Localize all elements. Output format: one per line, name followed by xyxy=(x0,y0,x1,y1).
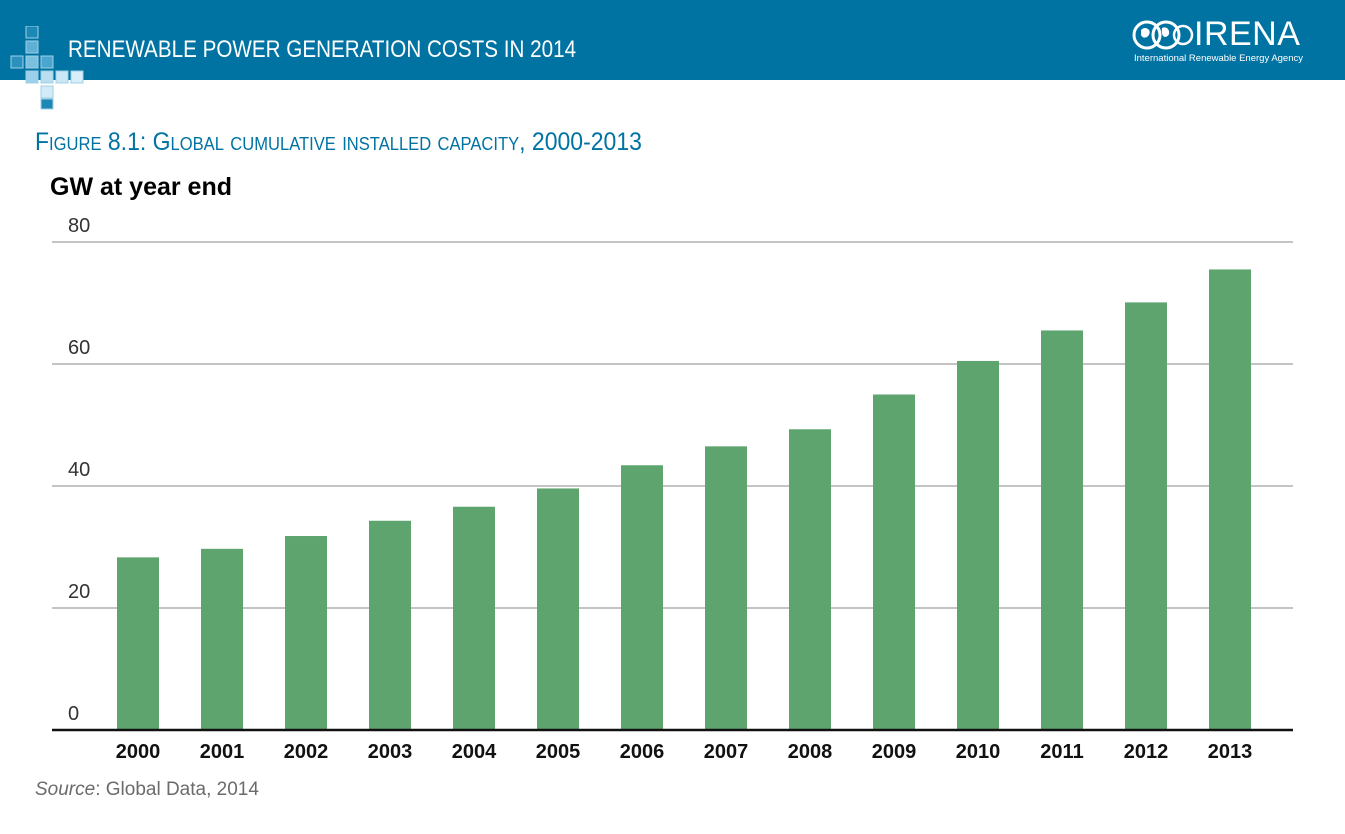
bar-2012 xyxy=(1125,302,1167,730)
figure-title: Figure 8.1: Global cumulative installed … xyxy=(35,128,642,156)
irena-logo: IRENA International Renewable Energy Age… xyxy=(1132,14,1317,68)
bar-2000 xyxy=(117,557,159,730)
y-axis-label: GW at year end xyxy=(50,173,232,201)
logo-name: IRENA xyxy=(1194,15,1301,53)
y-tick-label: 0 xyxy=(68,703,79,725)
x-tick-label: 2004 xyxy=(452,741,497,763)
x-tick-label: 2008 xyxy=(788,741,833,763)
x-tick-label: 2010 xyxy=(956,741,1001,763)
x-tick-label: 2000 xyxy=(116,741,161,763)
bar-2008 xyxy=(789,429,831,730)
x-tick-label: 2006 xyxy=(620,741,665,763)
decorative-squares-icon xyxy=(10,26,84,110)
y-tick-label: 40 xyxy=(68,459,90,481)
bar-2013 xyxy=(1209,269,1251,730)
x-tick-label: 2002 xyxy=(284,741,329,763)
report-title: RENEWABLE POWER GENERATION COSTS IN 2014 xyxy=(68,36,577,63)
y-tick-label: 20 xyxy=(68,581,90,603)
x-tick-label: 2005 xyxy=(536,741,581,763)
x-tick-label: 2011 xyxy=(1040,741,1083,763)
x-tick-label: 2001 xyxy=(200,741,245,763)
x-tick-label: 2012 xyxy=(1124,741,1169,763)
bar-2006 xyxy=(621,465,663,730)
y-tick-label: 60 xyxy=(68,337,90,359)
source-text: : Global Data, 2014 xyxy=(95,779,259,800)
bar-2011 xyxy=(1041,330,1083,730)
bar-2002 xyxy=(285,536,327,730)
bar-2010 xyxy=(957,360,999,730)
source-label: Source xyxy=(35,779,96,800)
header-banner: RENEWABLE POWER GENERATION COSTS IN 2014… xyxy=(0,0,1345,110)
bar-2007 xyxy=(705,446,747,730)
x-tick-label: 2013 xyxy=(1208,741,1253,763)
x-tick-label: 2007 xyxy=(704,741,749,763)
bar-2009 xyxy=(873,394,915,730)
logo-subtitle: International Renewable Energy Agency xyxy=(1134,53,1304,64)
source-note: Source: Global Data, 2014 xyxy=(35,779,259,801)
globe-rings-icon xyxy=(1132,20,1194,50)
y-tick-label: 80 xyxy=(68,215,90,237)
x-tick-label: 2009 xyxy=(872,741,917,763)
x-tick-label: 2003 xyxy=(368,741,413,763)
bar-2005 xyxy=(537,488,579,730)
bar-2001 xyxy=(201,548,243,730)
bar-2004 xyxy=(453,506,495,730)
bar-2003 xyxy=(369,520,411,730)
